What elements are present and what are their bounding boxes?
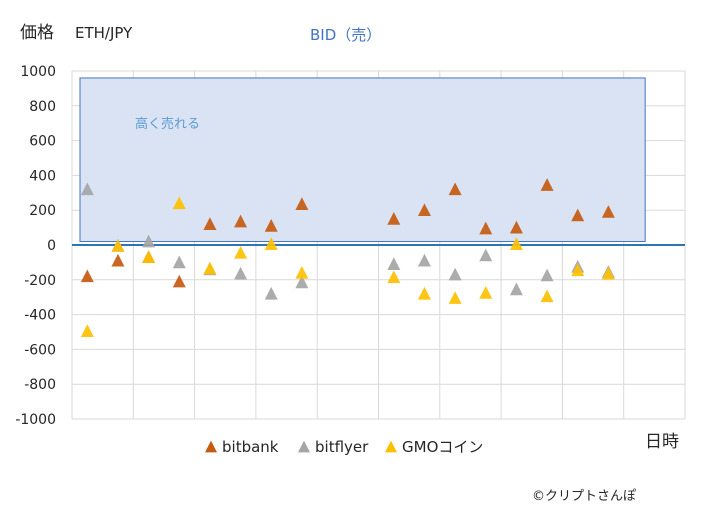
point-bitbank [111, 253, 125, 267]
high-sell-band [79, 77, 646, 243]
point-bitflyer [295, 275, 309, 289]
point-bitbank [203, 217, 217, 230]
chart-subtitle: ETH/JPY [75, 24, 133, 42]
point-bitflyer [264, 286, 278, 300]
point-gmo [448, 291, 462, 304]
point-bitbank [571, 208, 585, 222]
point-gmo [172, 196, 186, 210]
y-tick-label: -600 [24, 342, 56, 358]
point-gmo [479, 286, 493, 299]
point-bitbank [540, 178, 554, 191]
y-axis-label: 価格 [20, 23, 54, 43]
point-gmo [295, 265, 309, 279]
point-bitflyer [417, 253, 431, 267]
point-gmo [387, 270, 401, 284]
point-gmo [234, 245, 248, 259]
point-bitflyer [448, 267, 462, 281]
point-gmo [417, 286, 431, 300]
legend-label: bitflyer [315, 438, 369, 456]
point-gmo [111, 239, 125, 252]
point-gmo [601, 266, 615, 280]
legend-marker [205, 440, 217, 453]
legend-label: bitbank [222, 438, 279, 456]
point-bitbank [387, 212, 401, 225]
point-bitflyer [479, 248, 493, 262]
point-bitbank [509, 220, 523, 234]
point-bitflyer [142, 234, 156, 248]
y-tick-label: -200 [24, 273, 56, 289]
legend-marker [298, 440, 310, 453]
y-tick-label: 800 [29, 99, 56, 115]
point-bitbank [601, 205, 615, 218]
chart-title: BID（売） [310, 26, 381, 44]
point-bitbank [479, 221, 493, 235]
y-tick-label: 200 [29, 203, 56, 219]
point-bitbank [264, 219, 278, 232]
point-bitbank [417, 203, 431, 217]
point-bitbank [172, 274, 186, 288]
y-tick-label: -400 [24, 308, 56, 324]
point-bitbank [295, 197, 309, 210]
point-gmo [540, 289, 554, 303]
point-bitflyer [172, 255, 186, 269]
point-gmo [264, 237, 278, 250]
point-gmo [142, 250, 156, 264]
point-bitflyer [80, 182, 94, 196]
y-tick-label: 1000 [20, 64, 56, 80]
x-axis-label: 日時 [645, 432, 679, 452]
point-gmo [509, 237, 523, 250]
point-bitflyer [387, 257, 401, 270]
y-tick-label: -800 [24, 377, 56, 393]
point-bitflyer [509, 282, 523, 296]
point-gmo [80, 324, 94, 337]
point-bitbank [80, 269, 94, 283]
point-gmo [203, 261, 217, 275]
band-label: 高く売れる [135, 116, 200, 132]
data-points [80, 178, 615, 337]
point-bitflyer [540, 268, 554, 282]
y-tick-label: -1000 [15, 412, 56, 428]
y-tick-labels: 1000 800 600 400 200 0 -200 -400 -600 -800 -1000 [15, 64, 56, 428]
y-tick-label: 0 [47, 238, 56, 254]
point-bitflyer [234, 266, 248, 280]
copyright: ©クリプトさんぽ [532, 489, 636, 504]
y-tick-label: 400 [29, 168, 56, 184]
point-gmo [571, 263, 585, 277]
y-tick-label: 600 [29, 134, 56, 150]
legend-marker [385, 440, 397, 453]
point-bitbank [448, 182, 462, 196]
point-bitbank [234, 214, 248, 228]
legend-label: GMOコイン [402, 438, 483, 456]
legend: bitbank bitflyer GMOコイン [205, 438, 483, 456]
